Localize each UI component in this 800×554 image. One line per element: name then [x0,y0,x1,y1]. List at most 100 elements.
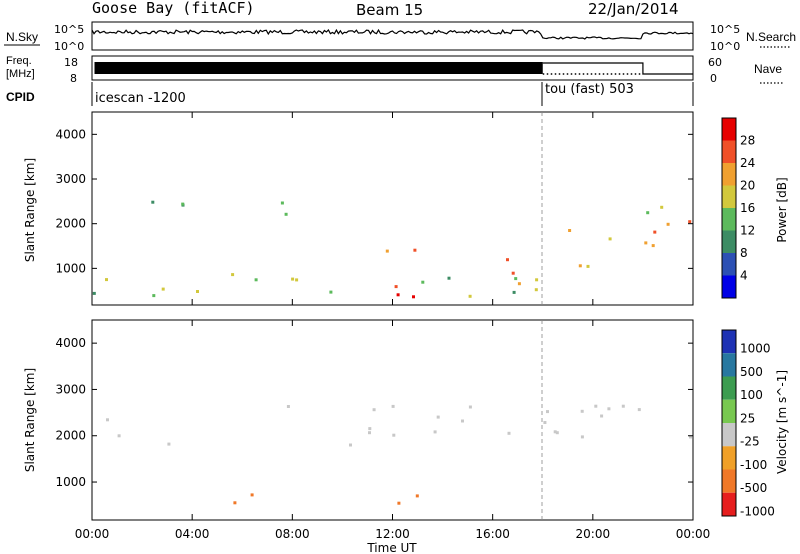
heatmap-cell [621,404,625,408]
freq-label-line2: [MHz] [6,68,35,80]
heatmap-cell [555,431,559,435]
heatmap-cell [394,285,398,289]
y-tick-label: 2000 [55,429,86,443]
nave-label: Nave [754,62,782,76]
heatmap-cell [607,407,611,411]
heatmap-cell [580,435,584,439]
colorbar-tick-label: 1000 [740,342,771,356]
freq-tick-bottom: 8 [70,72,77,85]
heatmap-cell [586,264,590,268]
x-tick-label: 20:00 [576,527,611,541]
colorbar-swatch [722,163,736,186]
colorbar-tick-label: 20 [740,179,755,193]
colorbar-swatch [722,118,736,141]
heatmap-cell [254,278,258,282]
heatmap-cell [196,290,199,293]
beam-title: Beam 15 [356,1,423,19]
power-panel: 4000 3000 2000 1000 Slant Range [km] [23,111,694,306]
nsearch-tick-bottom: 10^0 [710,40,740,53]
colorbar-swatch [722,330,736,354]
heatmap-cell [392,433,396,437]
heatmap-cell [608,237,612,241]
heatmap-cell [461,419,464,423]
heatmap-cell [546,410,549,414]
heatmap-cell [368,427,372,431]
colorbar-swatch [722,185,736,208]
y-tick-label: 3000 [55,172,86,186]
colorbar-frame [721,117,737,299]
colorbar-swatch [722,353,736,377]
y-tick-label: 4000 [55,336,86,350]
heatmap-cell [280,201,284,205]
colorbar-swatch [722,275,736,298]
colorbar-tick-label: 24 [740,156,755,170]
heatmap-cell [433,430,437,434]
heatmap-cell [295,278,299,282]
colorbar-tick-label: 25 [740,411,755,425]
colorbar-tick-label: 4 [740,269,748,283]
heatmap-cell [580,409,584,413]
heatmap-cell [167,442,171,446]
colorbar-swatch [722,399,736,423]
colorbar-swatch [722,469,736,493]
heatmap-cell [161,287,165,291]
heatmap-cell [117,434,121,438]
heatmap-cell [391,404,395,408]
power-colorbar-label: Power [dB] [775,177,789,242]
nave-trace [542,62,693,75]
heatmap-cell [385,249,389,253]
colorbar-swatch [722,208,736,231]
heatmap-cell [233,501,237,505]
heatmap-cell [689,435,692,439]
heatmap-cell [415,494,419,498]
heatmap-cell [412,295,415,299]
x-tick-label: 04:00 [175,527,210,541]
freq-label-line1: Freq. [6,55,32,67]
colorbar-swatch [722,423,736,447]
heatmap-cell [447,276,451,280]
heatmap-cell [534,288,538,292]
heatmap-cell [644,241,648,245]
heatmap-cell [600,414,604,418]
x-tick-label: 08:00 [275,527,310,541]
cpid-label: CPID [6,90,35,104]
power-ylabel: Slant Range [km] [23,158,37,262]
colorbar-tick-label: -100 [740,458,767,472]
heatmap-cell [511,271,515,275]
heatmap-cell [106,418,109,422]
heatmap-cell [368,431,371,435]
heatmap-cell [231,273,235,277]
heatmap-cell [92,291,96,295]
velocity-panel: 4000 3000 2000 1000 Slant Range [km] [23,319,694,521]
nsearch-label: N.Search [746,30,796,44]
date-title: 22/Jan/2014 [588,0,679,18]
heatmap-cell [286,405,290,408]
heatmap-cell [329,290,333,294]
heatmap-cell [514,277,518,281]
heatmap-cell [152,294,156,298]
heatmap-cell [468,294,472,298]
heatmap-cell [651,244,655,248]
heatmap-cell [568,229,572,232]
colorbar-tick-label: 100 [740,388,763,402]
y-tick-label: 1000 [55,261,86,275]
heatmap-cell [543,421,547,424]
colorbar-frame [721,329,737,517]
colorbar-tick-label: 8 [740,246,748,260]
heatmap-cell [594,404,598,408]
nave-tick-top: 60 [708,56,722,69]
nsky-tick-bottom: 10^0 [54,40,84,53]
heatmap-cell [512,290,516,294]
y-tick-label: 1000 [55,475,86,489]
x-tick-label: 12:00 [375,527,410,541]
nsky-panel: N.Sky 10^5 10^0 10^5 10^0 N.Search [4,21,796,53]
heatmap-cell [553,430,557,434]
y-tick-label: 2000 [55,217,86,231]
heatmap-cell [349,443,352,447]
heatmap-cell [688,220,692,224]
colorbar-tick-label: 12 [740,224,755,238]
freq-panel: Freq. [MHz] 18 8 60 0 Nave [6,55,784,85]
heatmap-cell [397,501,401,505]
heatmap-cell [291,277,295,281]
